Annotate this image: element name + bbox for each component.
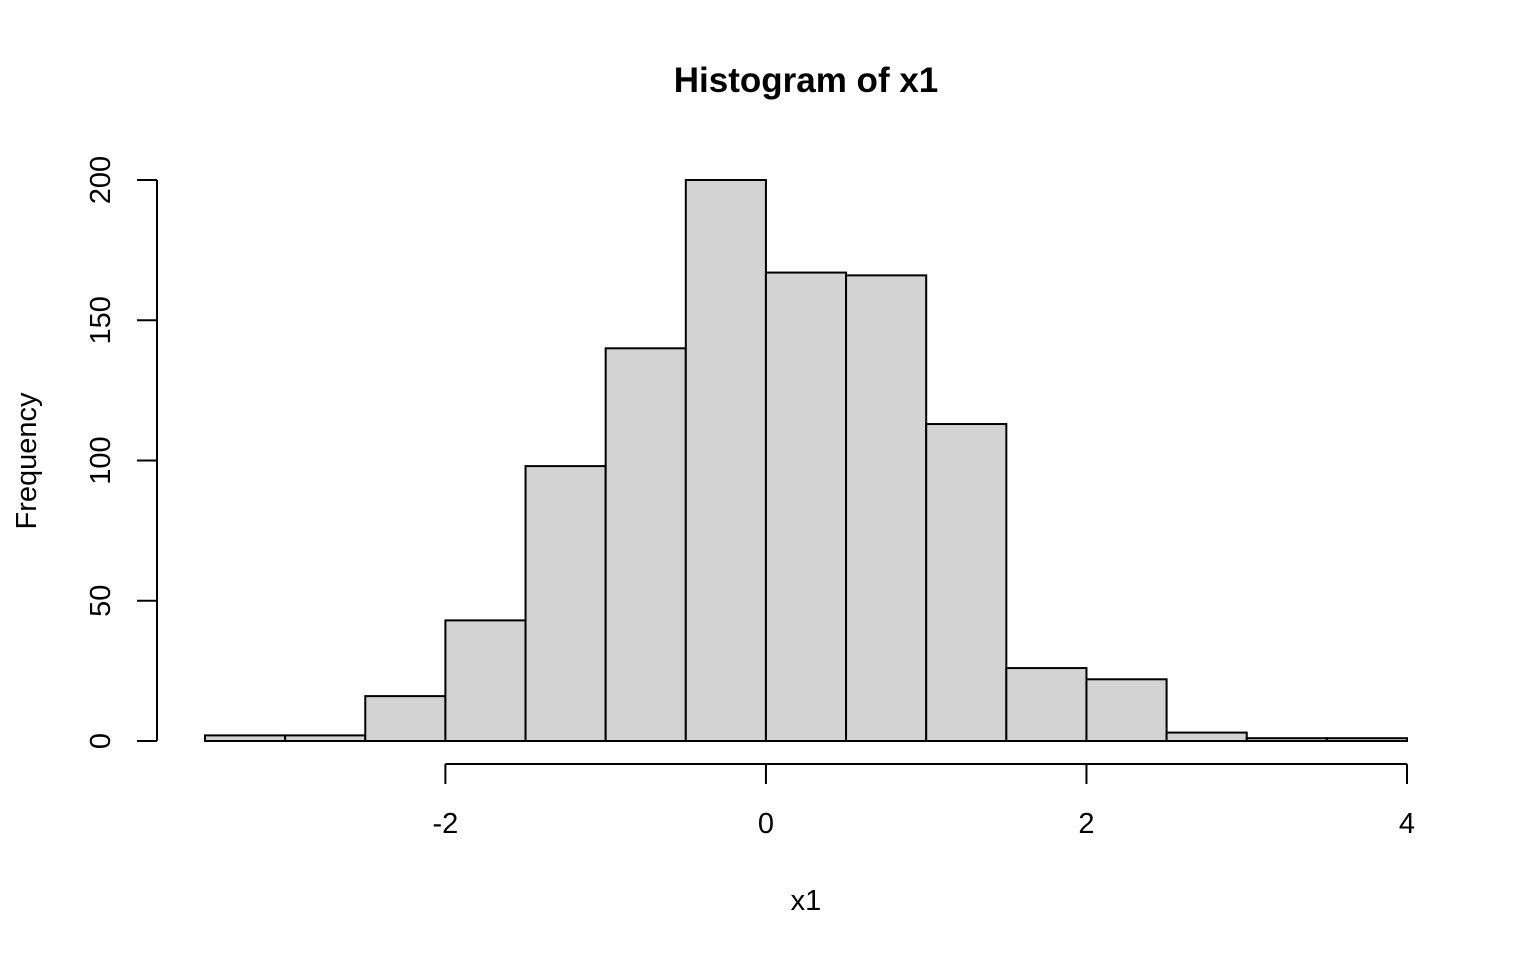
x-tick-label: 2 <box>1078 808 1094 840</box>
y-tick-label: 200 <box>85 156 117 204</box>
histogram-bar <box>204 734 287 743</box>
histogram-bar <box>925 423 1008 742</box>
y-tick-label: 100 <box>85 436 117 484</box>
x-tick-label: 0 <box>758 808 774 840</box>
histogram-bar <box>524 465 607 742</box>
histogram-bar <box>845 274 928 742</box>
histogram-bar <box>364 695 447 742</box>
histogram-bar <box>1085 678 1168 742</box>
y-axis: 0 50 100 150 200 <box>85 156 158 749</box>
histogram-bar <box>1325 737 1409 743</box>
x-tick-label: 4 <box>1399 808 1415 840</box>
y-tick-label: 150 <box>85 296 117 344</box>
y-axis-label: Frequency <box>11 392 43 530</box>
x-tick-label: -2 <box>433 808 459 840</box>
histogram-bar <box>764 271 848 742</box>
histogram-bar <box>284 734 367 743</box>
y-tick-label: 0 <box>85 733 117 749</box>
chart-title: Histogram of x1 <box>674 61 939 100</box>
histogram-bar <box>1005 667 1088 743</box>
y-tick-label: 50 <box>85 585 117 617</box>
histogram-bar <box>1165 731 1248 743</box>
histogram-bar <box>444 619 527 743</box>
x-axis-label: x1 <box>791 885 822 917</box>
histogram-bar <box>684 179 767 742</box>
x-axis: -2 0 2 4 <box>433 763 1415 840</box>
histogram-bars <box>204 179 1409 743</box>
histogram-bar <box>1245 737 1328 743</box>
histogram-bar <box>604 347 687 742</box>
